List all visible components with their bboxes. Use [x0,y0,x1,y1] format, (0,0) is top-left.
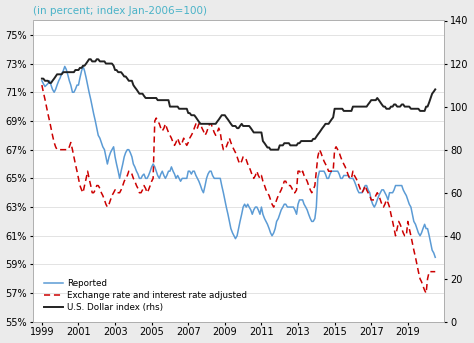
Legend: Reported, Exchange rate and interest rate adjusted, U.S. Dollar index (rhs): Reported, Exchange rate and interest rat… [41,276,250,315]
Text: (in percent; index Jan-2006=100): (in percent; index Jan-2006=100) [33,5,207,15]
